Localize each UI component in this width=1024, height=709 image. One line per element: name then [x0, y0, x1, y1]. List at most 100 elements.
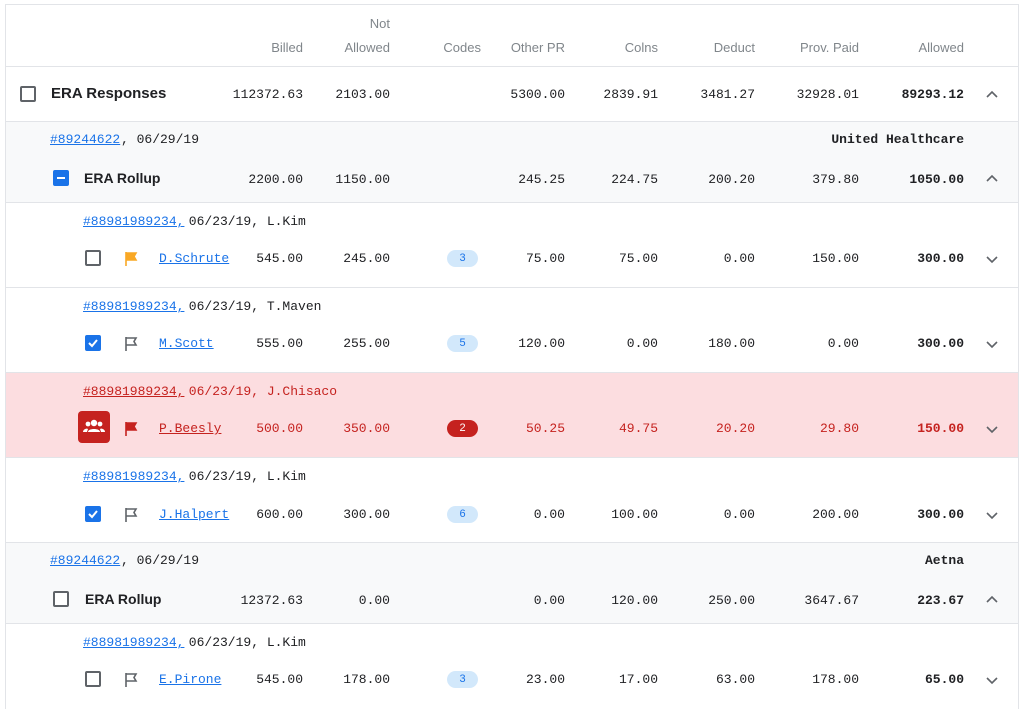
row-prov-paid: 150.00 — [812, 251, 859, 266]
summary-row: ERA Responses 112372.63 2103.00 5300.00 … — [6, 67, 1018, 121]
row-coins: 75.00 — [618, 251, 658, 266]
claim-row: #88981989234, 06/23/19, L.Kim D.Schrute … — [6, 203, 1018, 287]
row-billed: 545.00 — [256, 251, 303, 266]
row-not-allowed: 245.00 — [343, 251, 390, 266]
row-checkbox-checked[interactable] — [85, 335, 101, 351]
group-date: , 06/29/19 — [121, 553, 200, 568]
row-billed: 545.00 — [256, 672, 303, 687]
row-not-allowed: 178.00 — [343, 672, 390, 687]
group-id-link[interactable]: #89244622 — [50, 132, 121, 147]
group-coins: 224.75 — [611, 172, 658, 187]
col-codes-header[interactable]: Codes — [443, 40, 481, 55]
summary-prov-paid: 32928.01 — [796, 87, 859, 102]
row-coins: 49.75 — [618, 421, 658, 436]
group-payer: Aetna — [924, 553, 964, 568]
col-not-allowed-header-line2[interactable]: Allowed — [344, 40, 390, 55]
col-deduct-header[interactable]: Deduct — [713, 40, 755, 55]
summary-billed: 112372.63 — [232, 87, 303, 102]
row-checkbox-checked[interactable] — [85, 506, 101, 522]
patient-link[interactable]: E.Pirone — [159, 672, 222, 687]
group-checkbox[interactable] — [53, 591, 69, 607]
group-allowed: 223.67 — [917, 593, 964, 608]
patient-link[interactable]: M.Scott — [159, 336, 214, 351]
chevron-up-icon[interactable] — [985, 172, 999, 186]
row-allowed: 150.00 — [917, 421, 964, 436]
flag-outline-icon[interactable] — [123, 507, 139, 523]
row-not-allowed: 300.00 — [343, 507, 390, 522]
claim-id-link[interactable]: #88981989234, — [83, 384, 185, 399]
chevron-up-icon[interactable] — [985, 593, 999, 607]
chevron-down-icon[interactable] — [985, 422, 999, 436]
claim-id-link[interactable]: #88981989234, — [83, 214, 185, 229]
row-deduct: 180.00 — [708, 336, 755, 351]
row-coins: 17.00 — [618, 672, 658, 687]
table-header: Billed Not Allowed Codes Other PR Colns … — [6, 5, 1018, 66]
people-icon[interactable] — [78, 411, 110, 443]
chevron-down-icon[interactable] — [985, 673, 999, 687]
era-table: Billed Not Allowed Codes Other PR Colns … — [5, 4, 1019, 709]
summary-deduct: 3481.27 — [700, 87, 755, 102]
summary-other-pr: 5300.00 — [510, 87, 565, 102]
group-not-allowed: 0.00 — [358, 593, 390, 608]
group-not-allowed: 1150.00 — [335, 172, 390, 187]
group-coins: 120.00 — [611, 593, 658, 608]
group-allowed: 1050.00 — [909, 172, 964, 187]
row-deduct: 0.00 — [723, 507, 755, 522]
codes-badge[interactable]: 5 — [447, 335, 478, 352]
group-id-link[interactable]: #89244622 — [50, 553, 121, 568]
group-prov-paid: 379.80 — [812, 172, 859, 187]
codes-badge[interactable]: 2 — [447, 420, 478, 437]
claim-meta: 06/23/19, T.Maven — [181, 299, 322, 314]
flag-filled-icon[interactable] — [123, 421, 139, 437]
claim-row-error: #88981989234, 06/23/19, J.Chisaco P.Bees… — [6, 373, 1018, 457]
row-coins: 0.00 — [626, 336, 658, 351]
row-billed: 500.00 — [256, 421, 303, 436]
chevron-down-icon[interactable] — [985, 337, 999, 351]
group-label: ERA Rollup — [85, 591, 162, 607]
col-coins-header[interactable]: Colns — [624, 40, 658, 55]
claim-id-link[interactable]: #88981989234, — [83, 299, 185, 314]
group-checkbox-indeterminate[interactable] — [53, 170, 69, 186]
row-prov-paid: 0.00 — [827, 336, 859, 351]
col-allowed-header[interactable]: Allowed — [918, 40, 964, 55]
row-allowed: 300.00 — [917, 251, 964, 266]
col-not-allowed-header-line1[interactable]: Not — [369, 16, 390, 31]
patient-link[interactable]: D.Schrute — [159, 251, 230, 266]
row-not-allowed: 255.00 — [343, 336, 390, 351]
group-other-pr: 245.25 — [518, 172, 565, 187]
row-prov-paid: 178.00 — [812, 672, 859, 687]
flag-outline-icon[interactable] — [123, 672, 139, 688]
row-allowed: 300.00 — [917, 507, 964, 522]
group-rollup-2: #89244622 , 06/29/19 Aetna ERA Rollup 12… — [6, 543, 1018, 623]
summary-label: ERA Responses — [51, 85, 167, 102]
row-checkbox[interactable] — [85, 250, 101, 266]
row-prov-paid: 200.00 — [812, 507, 859, 522]
group-date: , 06/29/19 — [121, 132, 200, 147]
summary-checkbox[interactable] — [20, 86, 36, 102]
flag-outline-icon[interactable] — [123, 336, 139, 352]
group-billed: 12372.63 — [240, 593, 303, 608]
codes-badge[interactable]: 3 — [447, 671, 478, 688]
row-billed: 555.00 — [256, 336, 303, 351]
codes-badge[interactable]: 3 — [447, 250, 478, 267]
claim-meta: 06/23/19, L.Kim — [181, 469, 306, 484]
col-other-pr-header[interactable]: Other PR — [510, 40, 565, 55]
codes-badge[interactable]: 6 — [447, 506, 478, 523]
group-rollup-1: #89244622 , 06/29/19 United Healthcare E… — [6, 122, 1018, 202]
group-deduct: 200.20 — [708, 172, 755, 187]
claim-row: #88981989234, 06/23/19, T.Maven M.Scott … — [6, 288, 1018, 372]
col-prov-paid-header[interactable]: Prov. Paid — [799, 40, 859, 55]
claim-id-link[interactable]: #88981989234, — [83, 469, 185, 484]
col-billed-header[interactable]: Billed — [271, 40, 303, 55]
chevron-up-icon[interactable] — [985, 88, 999, 102]
patient-link[interactable]: J.Halpert — [159, 507, 230, 522]
claim-id-link[interactable]: #88981989234, — [83, 635, 185, 650]
flag-filled-icon[interactable] — [123, 251, 139, 267]
chevron-down-icon[interactable] — [985, 252, 999, 266]
row-deduct: 63.00 — [715, 672, 755, 687]
row-other-pr: 120.00 — [518, 336, 565, 351]
chevron-down-icon[interactable] — [985, 508, 999, 522]
patient-link[interactable]: P.Beesly — [159, 421, 222, 436]
group-label: ERA Rollup — [84, 170, 161, 186]
row-checkbox[interactable] — [85, 671, 101, 687]
